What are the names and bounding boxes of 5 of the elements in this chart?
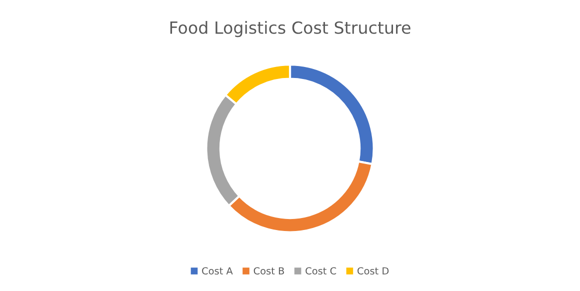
chart-title: Food Logistics Cost Structure <box>170 21 410 38</box>
legend-label: Cost C <box>306 267 336 275</box>
legend-label: Cost A <box>202 267 233 275</box>
legend-label: Cost B <box>254 267 284 275</box>
legend-label: Cost D <box>358 267 389 275</box>
